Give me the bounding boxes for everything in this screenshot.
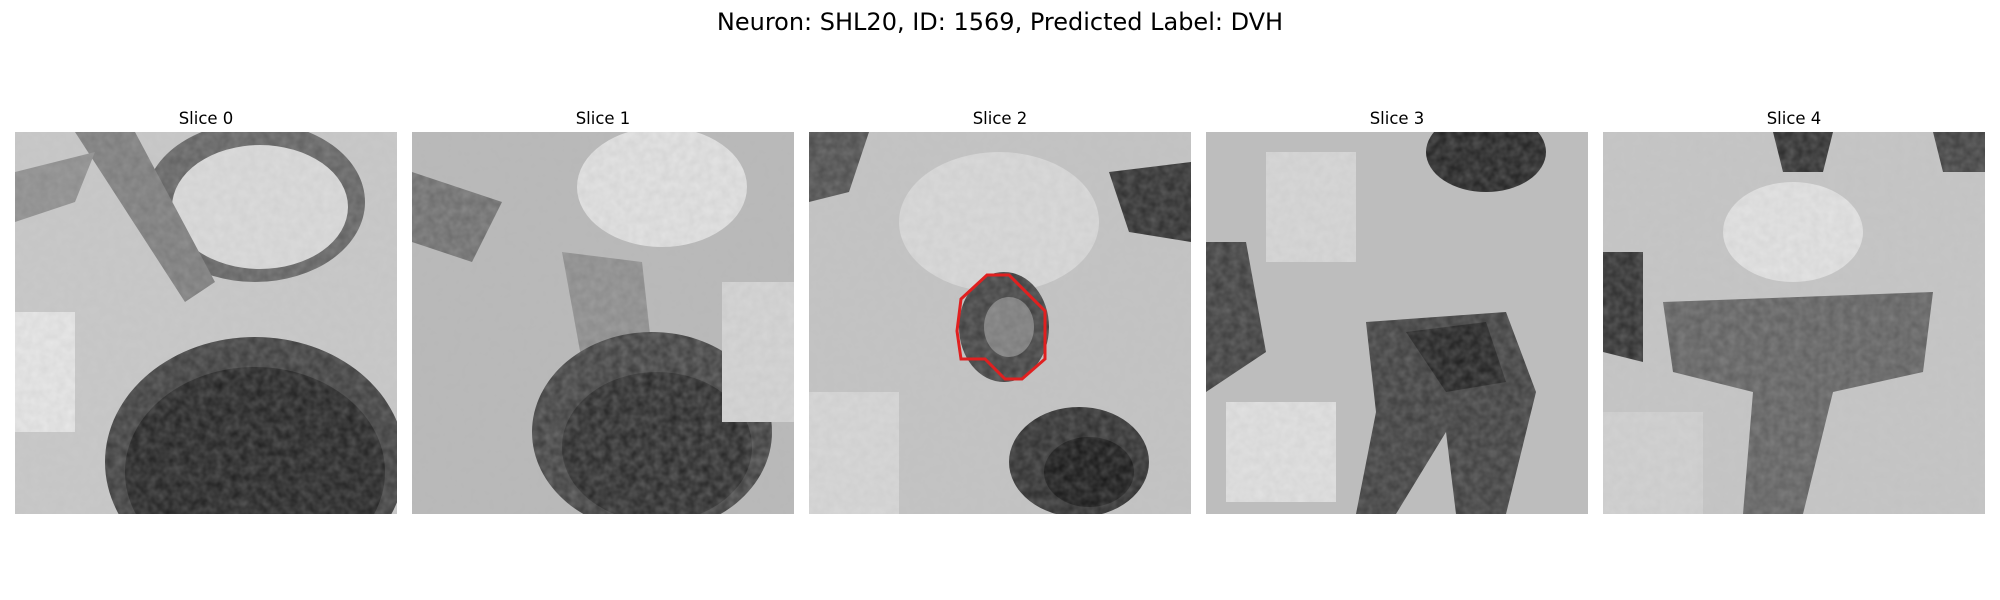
slice-panel-0: Slice 0 [15,108,397,514]
slice-panel-4: Slice 4 [1603,108,1985,514]
figure-title: Neuron: SHL20, ID: 1569, Predicted Label… [716,8,1284,36]
slice-title: Slice 3 [1369,109,1425,128]
slice-image-3 [1206,132,1588,514]
slice-title: Slice 1 [575,109,631,128]
slice-image-4 [1603,132,1985,514]
slice-image-0 [15,132,397,514]
slice-panel-1: Slice 1 [412,108,794,514]
roi-outline [955,273,1047,381]
slice-panel-2: Slice 2 [809,108,1191,514]
slice-title: Slice 2 [972,109,1028,128]
slice-title: Slice 0 [178,109,234,128]
slice-image-2 [809,132,1191,514]
slice-panel-3: Slice 3 [1206,108,1588,514]
slice-image-1 [412,132,794,514]
slice-title: Slice 4 [1766,109,1822,128]
